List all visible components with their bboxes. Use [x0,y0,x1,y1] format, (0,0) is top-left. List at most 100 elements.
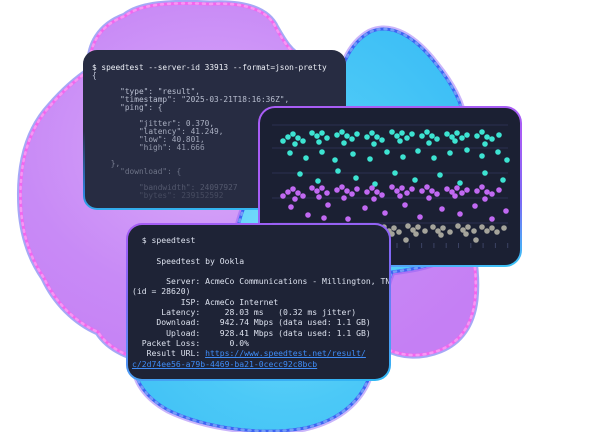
scatter-dot [457,180,463,186]
scatter-dot [479,153,485,159]
scatter-dot [479,224,485,230]
scatter-dot [344,188,350,194]
terminal-line: ISP: AcmeCo Internet [132,297,389,307]
scatter-dot [484,134,490,140]
scatter-dot [345,216,351,222]
terminal-line: "high": 41.666 [92,143,205,152]
scatter-dot [419,133,425,139]
terminal-line: (id = 28620) [132,286,389,296]
scatter-dot [434,191,440,197]
scatter-dot [434,136,440,142]
scatter-dot [444,131,450,137]
terminal-line: { [92,71,97,80]
scatter-dot [464,147,470,153]
scatter-dot [465,224,471,230]
scatter-dot [394,133,400,139]
scatter-dot [397,193,403,199]
scatter-dot [295,135,301,141]
terminal-text: Result URL: [132,348,206,359]
terminal-text: (id = 28620) [132,286,191,297]
terminal-line: Latency: 28.03 ms (0.32 ms jitter) [132,307,389,317]
scatter-dot [372,181,378,187]
scatter-dot [384,149,390,155]
scatter-dot [280,193,286,199]
scatter-dot [454,185,460,191]
terminal-text: Download: 942.74 Mbps (data used: 1.1 GB… [132,317,371,328]
scatter-dot [484,189,490,195]
scatter-dot [457,211,463,217]
scatter-dot [484,228,490,234]
scatter-dot [474,188,480,194]
scatter-dot [314,133,320,139]
scatter-dot [280,138,286,144]
scatter-dot [332,157,338,163]
scatter-dot [285,189,291,195]
scatter-dot [447,150,453,156]
scatter-dot [424,129,430,135]
scatter-dot [344,133,350,139]
scatter-dot [415,224,421,230]
scatter-dot [374,189,380,195]
scatter-dot [364,134,370,140]
scatter-dot [316,194,322,200]
scatter-dot [419,188,425,194]
scatter-dot [460,227,466,233]
scatter-dot [396,229,402,235]
scatter-dot [288,204,294,210]
scatter-dot [379,137,385,143]
scatter-dot [321,215,327,221]
scatter-dot [426,195,432,201]
scatter-dot [430,224,436,230]
scatter-dot [429,188,435,194]
scatter-dot [305,212,311,218]
scatter-dot [482,170,488,176]
terminal-line: "ping": { [92,103,163,112]
scatter-dot [349,191,355,197]
scatter-dot [489,216,495,222]
scatter-dot [371,196,377,202]
scatter-dot [412,177,418,183]
terminal-text: ISP: AcmeCo Internet [132,296,279,307]
scatter-dot [309,130,315,136]
terminal-line: }, [92,159,121,168]
scatter-dot [454,130,460,136]
terminal-text [132,266,137,276]
scatter-dot [316,139,322,145]
terminal-text: Server: AcmeCo Communications - Millingt… [132,276,389,287]
terminal-line: Server: AcmeCo Communications - Millingt… [132,276,389,286]
result-url-link[interactable]: c/2d74ee56-a79b-4469-ba21-0cecc92c8bcb [132,358,318,369]
scatter-dot [500,177,506,183]
scatter-dot [319,130,325,136]
scatter-dot [319,185,325,191]
scatter-dot [409,131,415,137]
terminal-line [132,266,389,276]
terminal-line [132,245,389,255]
scatter-dot [314,188,320,194]
scatter-dot [324,190,330,196]
scatter-dot [364,189,370,195]
scatter-dot [464,132,470,138]
scatter-dot [479,184,485,190]
scatter-dot [292,196,298,202]
scatter-dot [471,228,477,234]
scatter-dot [290,186,296,192]
scatter-dot [325,202,331,208]
scatter-dot [295,190,301,196]
scatter-dot [324,135,330,141]
scatter-dot [399,130,405,136]
scatter-dot [369,185,375,191]
scatter-dot [400,154,406,160]
scatter-dot [362,205,368,211]
terminal-line: Packet Loss: 0.0% [132,338,389,348]
scatter-dot [339,184,345,190]
result-url-link[interactable]: https://www.speedtest.net/result/ [205,348,366,359]
scatter-dot [464,187,470,193]
scatter-dot [335,168,341,174]
scatter-dot [452,193,458,199]
terminal-text: $ speedtest [132,235,196,245]
terminal-line: c/2d74ee56-a79b-4469-ba21-0cecc92c8bcb [132,359,389,369]
scatter-dot [447,229,453,235]
scatter-dot [339,129,345,135]
terminal-text: Speedtest by Ookla [132,255,245,266]
scatter-dot [473,237,479,243]
